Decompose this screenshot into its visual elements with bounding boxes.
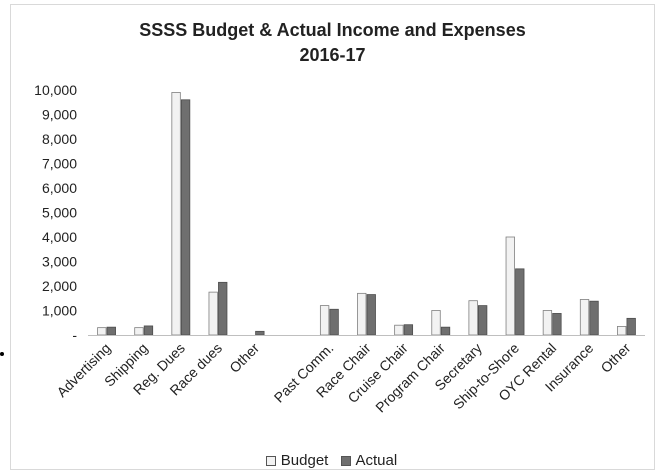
legend: Budget Actual <box>0 452 663 470</box>
x-tick-label: Advertising <box>53 340 113 400</box>
chart-title-line-1: SSSS Budget & Actual Income and Expenses <box>139 20 526 40</box>
bar-actual <box>218 281 228 336</box>
bar-actual <box>589 300 599 336</box>
legend-item-budget: Budget <box>265 452 329 469</box>
bar-budget <box>208 291 218 336</box>
bars <box>97 92 636 336</box>
chart-frame <box>10 4 655 470</box>
bar-budget <box>542 310 553 336</box>
bar-budget <box>171 92 181 336</box>
chart-title-line-2: 2016-17 <box>299 45 366 65</box>
y-tick-label: 7,000 <box>42 156 77 172</box>
y-tick-label: - <box>72 327 77 343</box>
bar-actual <box>552 313 562 336</box>
bar-budget <box>319 305 330 336</box>
y-tick-label: 2,000 <box>42 278 77 294</box>
x-tick-label: Other <box>226 340 262 376</box>
chart-title: SSSS Budget & Actual Income and Expenses… <box>10 18 655 68</box>
legend-item-actual: Actual <box>340 452 398 469</box>
bar-actual <box>106 326 116 336</box>
bar-actual <box>477 305 488 336</box>
y-tick-label: 10,000 <box>34 82 77 98</box>
legend-label-budget: Budget <box>280 452 329 469</box>
bar-budget <box>134 327 144 336</box>
y-axis: - 1,000 2,000 3,000 4,000 5,000 6,000 7,000 8,00… <box>34 82 77 343</box>
y-tick-label: 5,000 <box>42 205 77 221</box>
bar-actual <box>440 326 451 336</box>
bar-actual <box>366 294 376 336</box>
bar-actual <box>403 324 414 336</box>
x-tick-label: Other <box>597 340 633 376</box>
bar-budget <box>617 326 627 336</box>
bar-budget <box>468 300 478 336</box>
y-tick-label: 6,000 <box>42 180 77 196</box>
bar-budget <box>431 310 441 336</box>
legend-swatch-actual <box>340 455 351 466</box>
y-tick-label: 9,000 <box>42 107 77 123</box>
y-tick-label: 4,000 <box>42 229 77 245</box>
bar-actual <box>143 325 154 336</box>
bar-actual <box>329 308 339 336</box>
bar-budget <box>394 324 404 336</box>
bar-actual <box>255 330 265 336</box>
bar-budget <box>97 327 107 336</box>
bar-actual <box>626 317 636 336</box>
bar-actual <box>180 99 191 336</box>
margin-dot <box>0 352 4 356</box>
y-tick-label: 1,000 <box>42 303 77 319</box>
y-tick-label: 8,000 <box>42 131 77 147</box>
bar-actual <box>515 268 525 336</box>
legend-label-actual: Actual <box>355 452 398 469</box>
bar-budget <box>505 236 515 336</box>
bar-budget <box>579 299 590 336</box>
legend-swatch-budget <box>265 455 276 466</box>
bar-budget <box>357 292 367 336</box>
y-tick-label: 3,000 <box>42 254 77 270</box>
